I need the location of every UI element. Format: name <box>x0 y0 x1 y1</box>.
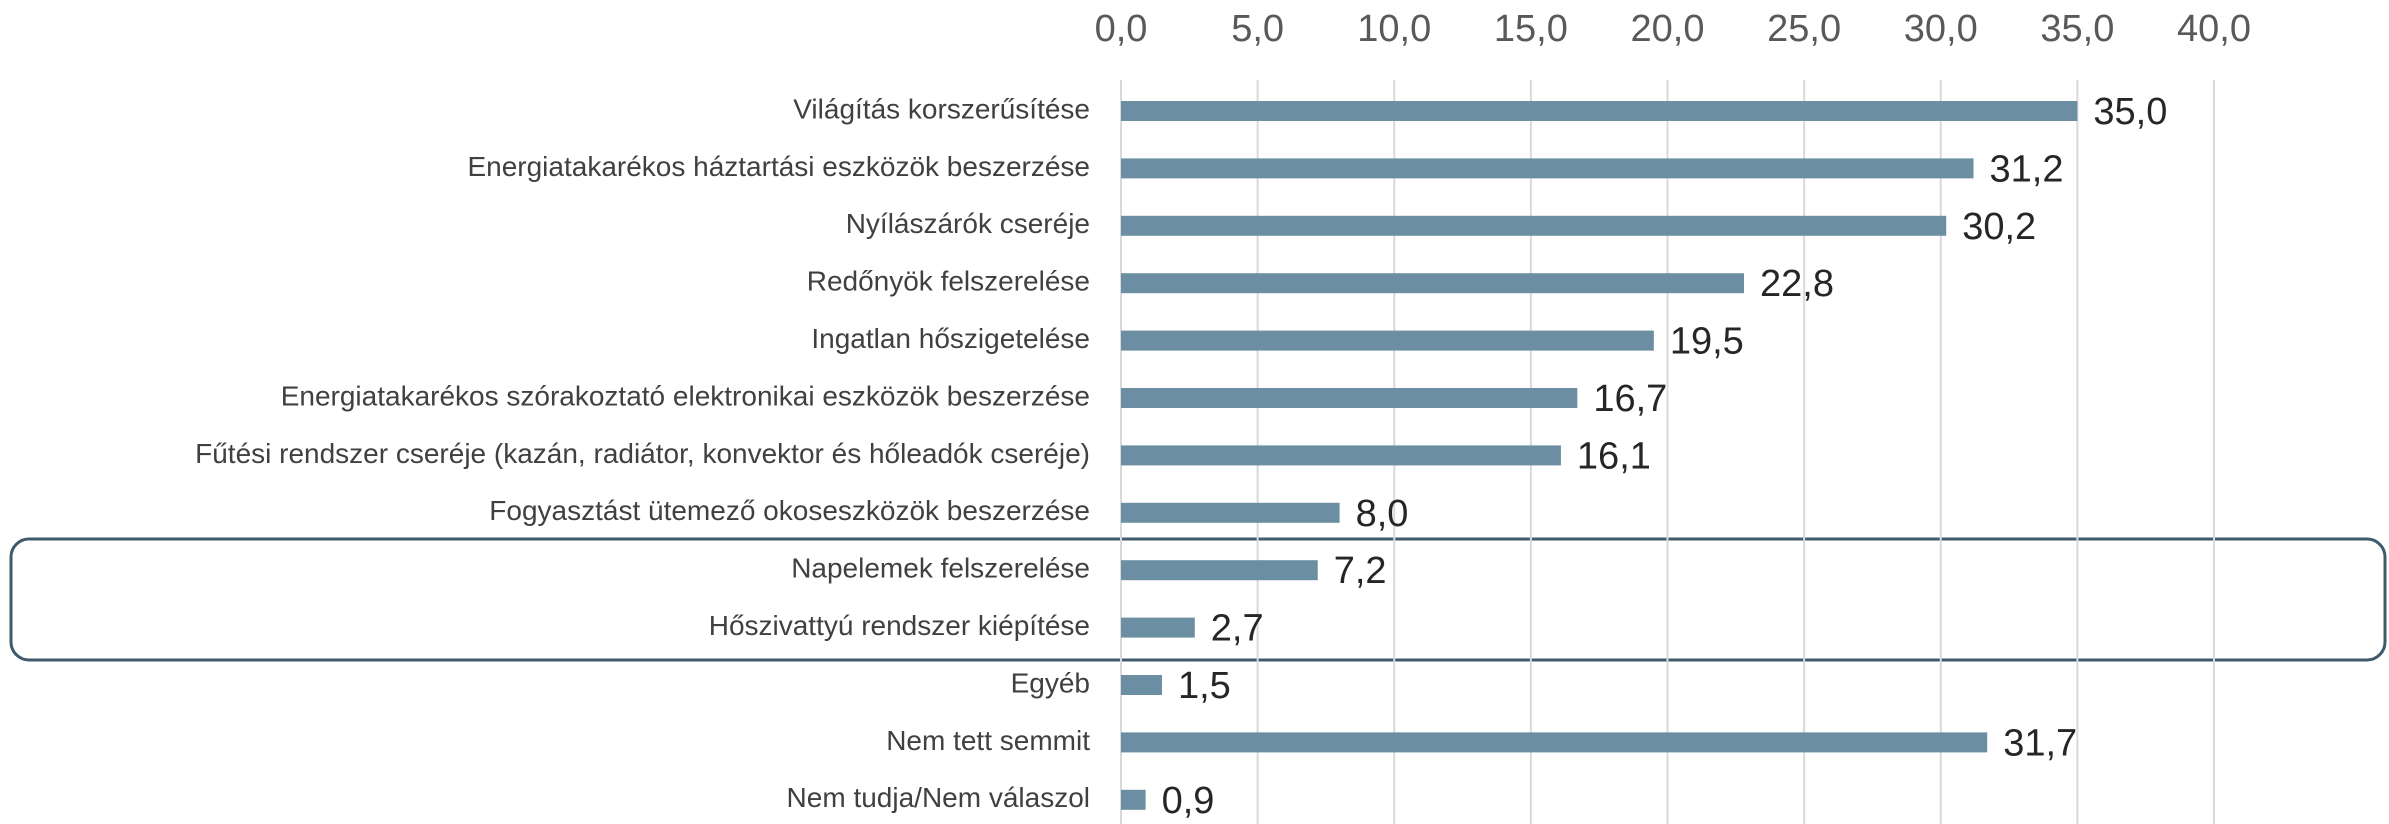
value-label: 35,0 <box>2093 91 2167 133</box>
bar <box>1121 158 1974 179</box>
category-label: Nyílászárók cseréje <box>846 208 1090 239</box>
bar <box>1121 273 1745 294</box>
category-label: Nem tett semmit <box>886 725 1090 756</box>
bar <box>1121 560 1318 581</box>
x-tick-label: 10,0 <box>1357 8 1431 50</box>
category-label: Nem tudja/Nem válaszol <box>787 782 1090 813</box>
category-label: Napelemek felszerelése <box>791 553 1090 584</box>
x-tick-label: 40,0 <box>2177 8 2251 50</box>
bar <box>1121 617 1195 638</box>
value-label: 2,7 <box>1211 608 1264 650</box>
highlight-box <box>9 537 2387 662</box>
value-label: 19,5 <box>1670 321 1744 363</box>
value-label: 8,0 <box>1356 493 1409 535</box>
bar <box>1121 502 1340 523</box>
value-label: 7,2 <box>1334 550 1387 592</box>
value-label: 31,7 <box>2003 722 2077 764</box>
x-tick-label: 25,0 <box>1767 8 1841 50</box>
x-tick-label: 15,0 <box>1494 8 1568 50</box>
value-label: 31,2 <box>1990 148 2064 190</box>
value-label: 22,8 <box>1760 263 1834 305</box>
bar <box>1121 215 1947 236</box>
value-label: 30,2 <box>1962 206 2036 248</box>
category-label: Fogyasztást ütemező okoseszközök beszerz… <box>489 495 1090 526</box>
category-label: Redőnyök felszerelése <box>807 266 1090 297</box>
bar <box>1121 388 1578 408</box>
category-label: Fűtési rendszer cseréje (kazán, radiátor… <box>195 438 1090 469</box>
x-tick-label: 0,0 <box>1095 8 1148 50</box>
category-label: Világítás korszerűsítése <box>793 93 1090 124</box>
bar <box>1121 789 1146 810</box>
bar <box>1121 101 2078 121</box>
x-tick-label: 35,0 <box>2040 8 2114 50</box>
x-tick-label: 20,0 <box>1631 8 1705 50</box>
category-label: Ingatlan hőszigetelése <box>811 323 1090 354</box>
bar <box>1121 675 1162 695</box>
category-label: Energiatakarékos háztartási eszközök bes… <box>467 151 1090 182</box>
bar <box>1121 445 1561 466</box>
category-label: Egyéb <box>1011 667 1090 698</box>
bar <box>1121 330 1654 351</box>
x-tick-label: 30,0 <box>1904 8 1978 50</box>
value-label: 16,7 <box>1593 378 1667 420</box>
category-label: Hőszivattyú rendszer kiépítése <box>709 610 1090 641</box>
bar <box>1121 732 1988 753</box>
category-label: Energiatakarékos szórakoztató elektronik… <box>281 380 1090 411</box>
value-label: 16,1 <box>1577 435 1651 477</box>
value-label: 0,9 <box>1162 780 1215 822</box>
x-tick-label: 5,0 <box>1231 8 1284 50</box>
value-label: 1,5 <box>1178 665 1231 707</box>
